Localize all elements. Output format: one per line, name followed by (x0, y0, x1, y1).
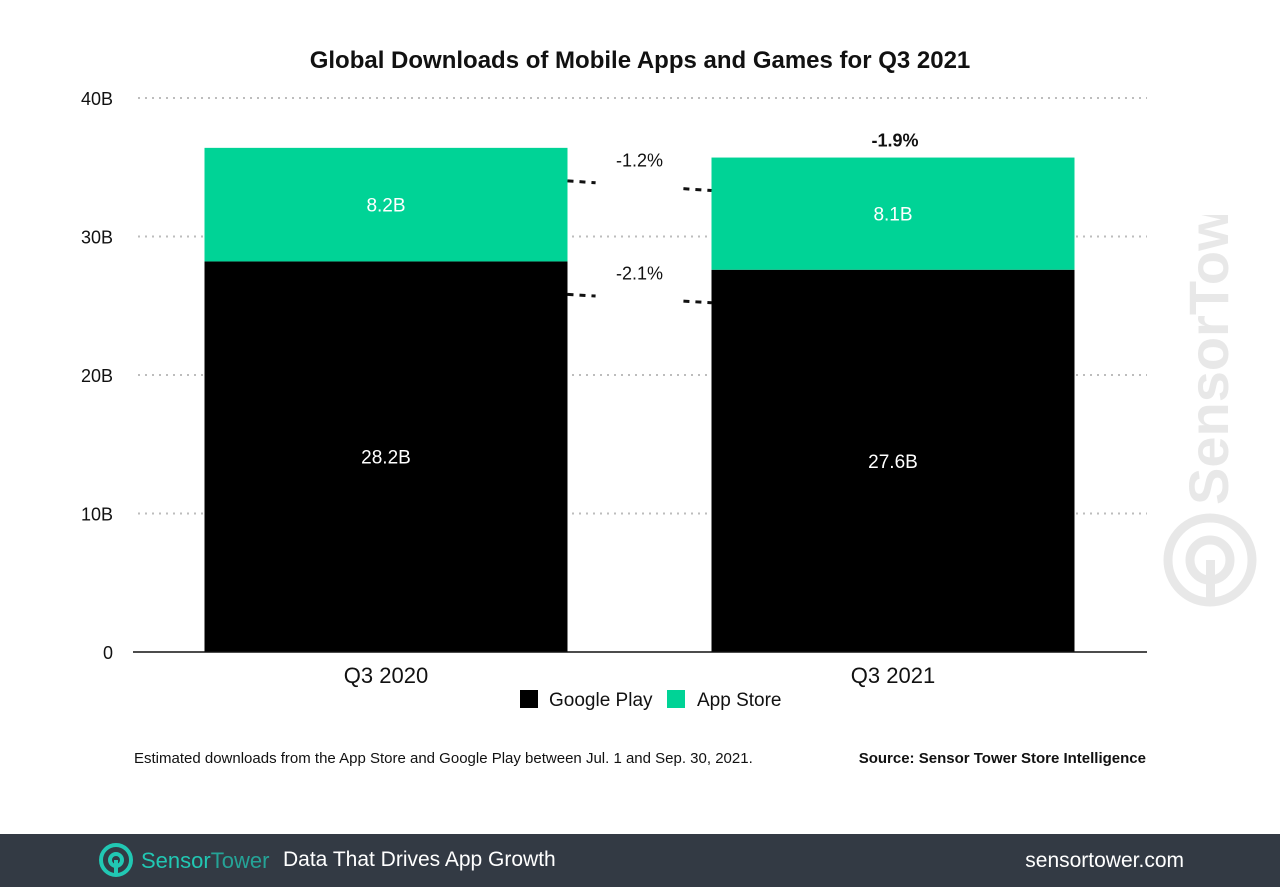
legend-swatch (520, 690, 538, 708)
bar-value-label: 8.1B (873, 205, 912, 226)
stacked-bar-chart: Global Downloads of Mobile Apps and Game… (81, 47, 1147, 711)
legend-swatch (667, 690, 685, 708)
bar-value-label: 8.2B (366, 196, 405, 217)
y-tick-label: 0 (103, 643, 113, 663)
footer-tagline: Data That Drives App Growth (283, 848, 556, 871)
brand-sensor: Sensor (141, 848, 211, 873)
chart-title: Global Downloads of Mobile Apps and Game… (310, 47, 971, 74)
x-category-label: Q3 2020 (344, 663, 428, 688)
segment-change-label: -1.2% (616, 151, 663, 171)
y-tick-label: 20B (81, 366, 113, 386)
sensortower-watermark: SensorTower (1150, 154, 1270, 615)
change-connector (683, 187, 712, 193)
legend-label: Google Play (549, 690, 653, 711)
footer-url[interactable]: sensortower.com (1025, 849, 1184, 872)
change-connector (683, 299, 712, 305)
y-tick-label: 10B (81, 505, 113, 525)
sensortower-logo-icon (99, 843, 133, 877)
chart-area: Global Downloads of Mobile Apps and Game… (81, 47, 1147, 711)
bar-segment (711, 157, 1075, 270)
x-category-label: Q3 2021 (851, 663, 935, 688)
y-tick-label: 40B (81, 89, 113, 109)
bar-segment (204, 147, 568, 262)
bar-segment (204, 261, 568, 652)
bar-segment (711, 269, 1075, 652)
watermark-text: SensorTower (1177, 215, 1240, 505)
footer-brand: SensorTower (141, 848, 269, 874)
source-credit: Source: Sensor Tower Store Intelligence (858, 750, 1146, 767)
footer-bar: SensorTower Data That Drives App Growth … (0, 834, 1280, 887)
brand-tower: Tower (210, 848, 270, 873)
legend-label: App Store (697, 690, 782, 711)
segment-change-label: -2.1% (616, 264, 663, 284)
bar-value-label: 27.6B (868, 452, 918, 473)
bar-value-label: 28.2B (361, 448, 411, 469)
footnote: Estimated downloads from the App Store a… (134, 750, 753, 767)
y-tick-label: 30B (81, 228, 113, 248)
change-connector (567, 179, 596, 185)
change-connector (567, 292, 596, 298)
watermark-logo-icon: SensorTower (1163, 154, 1257, 607)
total-change-label: -1.9% (871, 131, 918, 151)
